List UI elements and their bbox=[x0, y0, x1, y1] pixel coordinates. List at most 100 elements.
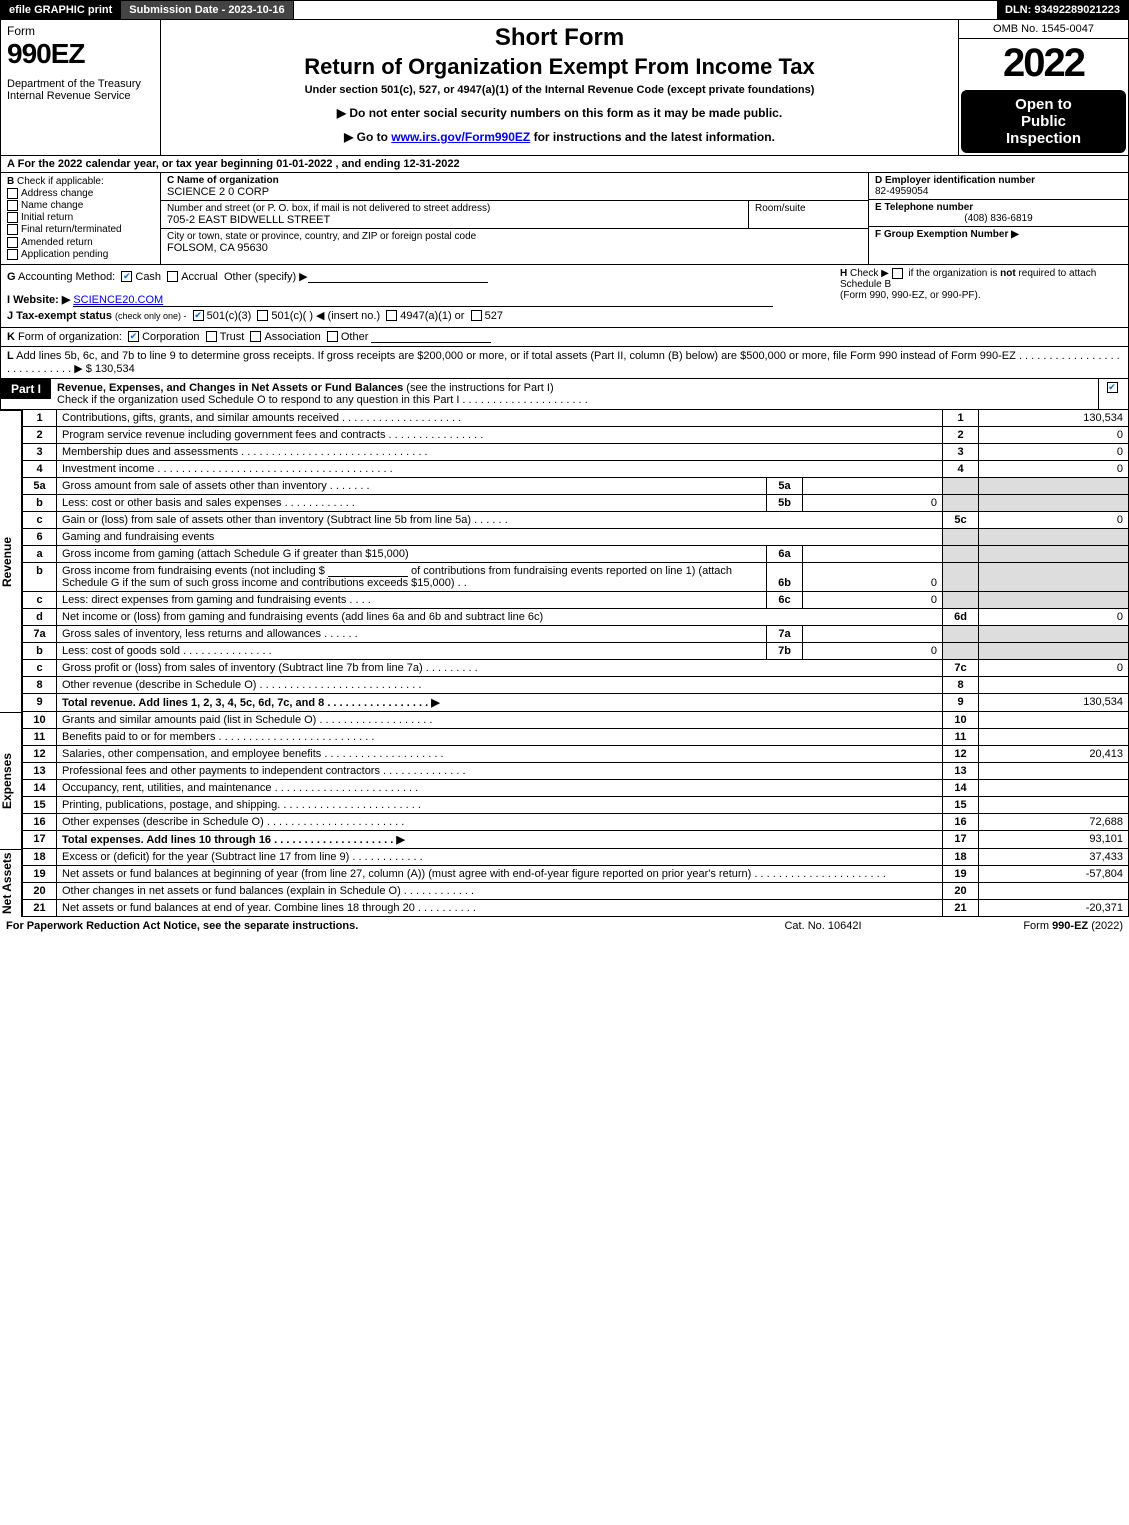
l19-amt: -57,804 bbox=[979, 865, 1129, 882]
cb-application-pending-label: Application pending bbox=[21, 249, 108, 260]
l5b-rshade bbox=[943, 494, 979, 511]
line-11: 11Benefits paid to or for members . . . … bbox=[23, 728, 1129, 745]
line-j: J Tax-exempt status (check only one) - 5… bbox=[7, 309, 832, 322]
inst-pre: ▶ Go to bbox=[344, 130, 391, 144]
cb-corp[interactable] bbox=[128, 331, 139, 342]
cb-amended-return[interactable]: Amended return bbox=[7, 237, 154, 248]
l15-num: 15 bbox=[23, 796, 57, 813]
j-sub: (check only one) - bbox=[115, 311, 187, 321]
h-text4: (Form 990, 990-EZ, or 990-PF). bbox=[840, 290, 981, 301]
cb-application-pending[interactable]: Application pending bbox=[7, 249, 154, 260]
l1-num: 1 bbox=[23, 410, 57, 427]
irs-url-link[interactable]: www.irs.gov/Form990EZ bbox=[391, 130, 530, 144]
cb-501c3[interactable] bbox=[193, 310, 204, 321]
j-label: Tax-exempt status bbox=[13, 310, 112, 322]
cb-accrual[interactable] bbox=[167, 271, 178, 282]
j-o3: 4947(a)(1) or bbox=[400, 310, 464, 322]
l6b-num: b bbox=[23, 562, 57, 591]
cb-h[interactable] bbox=[892, 268, 903, 279]
cb-final-return[interactable]: Final return/terminated bbox=[7, 224, 154, 235]
l19-rnum: 19 bbox=[943, 865, 979, 882]
cb-name-change[interactable]: Name change bbox=[7, 200, 154, 211]
footer-paperwork: For Paperwork Reduction Act Notice, see … bbox=[6, 920, 723, 932]
footer-formref: Form 990-EZ (2022) bbox=[923, 920, 1123, 932]
street-address: 705-2 EAST BIDWELLL STREET bbox=[167, 214, 742, 226]
cb-assoc[interactable] bbox=[250, 331, 261, 342]
group-exemption-label: F Group Exemption Number ▶ bbox=[875, 229, 1019, 240]
l5b-desc: Less: cost or other basis and sales expe… bbox=[57, 494, 767, 511]
entity-block: B Check if applicable: Address change Na… bbox=[0, 173, 1129, 265]
line-5a: 5aGross amount from sale of assets other… bbox=[23, 477, 1129, 494]
row-a-tax-year: A For the 2022 calendar year, or tax yea… bbox=[0, 156, 1129, 173]
j-o2: 501(c)( ) ◀ (insert no.) bbox=[271, 310, 380, 322]
cb-4947[interactable] bbox=[386, 310, 397, 321]
cb-address-change[interactable]: Address change bbox=[7, 188, 154, 199]
l6b-blank[interactable] bbox=[328, 565, 408, 577]
cb-initial-return[interactable]: Initial return bbox=[7, 212, 154, 223]
l21-num: 21 bbox=[23, 899, 57, 916]
l6-num: 6 bbox=[23, 528, 57, 545]
l5c-amt: 0 bbox=[979, 511, 1129, 528]
omb-number: OMB No. 1545-0047 bbox=[959, 20, 1128, 39]
cb-cash[interactable] bbox=[121, 271, 132, 282]
efile-print-button[interactable]: efile GRAPHIC print bbox=[1, 1, 121, 19]
l14-amt bbox=[979, 779, 1129, 796]
box-d-e-f: D Employer identification number 82-4959… bbox=[868, 173, 1128, 264]
line-7b: bLess: cost of goods sold . . . . . . . … bbox=[23, 642, 1129, 659]
h-text2: if the organization is bbox=[906, 268, 1001, 279]
revenue-side-label: Revenue bbox=[0, 410, 22, 712]
letter-g: G bbox=[7, 271, 16, 283]
l6d-desc: Net income or (loss) from gaming and fun… bbox=[57, 608, 943, 625]
line-16: 16Other expenses (describe in Schedule O… bbox=[23, 813, 1129, 830]
cb-other-org[interactable] bbox=[327, 331, 338, 342]
website-link[interactable]: SCIENCE20.COM bbox=[73, 294, 773, 307]
cb-final-return-label: Final return/terminated bbox=[21, 225, 122, 236]
k-o3: Association bbox=[264, 331, 320, 343]
l3-num: 3 bbox=[23, 443, 57, 460]
l20-num: 20 bbox=[23, 882, 57, 899]
l3-amt: 0 bbox=[979, 443, 1129, 460]
room-label: Room/suite bbox=[755, 203, 806, 214]
l6-ashade bbox=[979, 528, 1129, 545]
g-other-blank[interactable] bbox=[308, 271, 488, 283]
cb-501c[interactable] bbox=[257, 310, 268, 321]
expenses-side-label: Expenses bbox=[0, 712, 22, 849]
line-8: 8Other revenue (describe in Schedule O) … bbox=[23, 676, 1129, 693]
g-cash: Cash bbox=[135, 271, 161, 283]
l6a-ml: 6a bbox=[767, 545, 803, 562]
h-not: not bbox=[1000, 268, 1016, 279]
org-name: SCIENCE 2 0 CORP bbox=[167, 186, 862, 198]
l5a-ashade bbox=[979, 477, 1129, 494]
l8-amt bbox=[979, 676, 1129, 693]
tel-label: E Telephone number bbox=[875, 202, 973, 213]
expenses-section: Expenses 10Grants and similar amounts pa… bbox=[0, 712, 1129, 849]
line-21: 21Net assets or fund balances at end of … bbox=[23, 899, 1129, 916]
l7c-amt: 0 bbox=[979, 659, 1129, 676]
l6a-rshade bbox=[943, 545, 979, 562]
cb-527[interactable] bbox=[471, 310, 482, 321]
g-other: Other (specify) ▶ bbox=[224, 271, 308, 283]
l2-amt: 0 bbox=[979, 426, 1129, 443]
row-g-h: G Accounting Method: Cash Accrual Other … bbox=[0, 265, 1129, 328]
box-c: C Name of organization SCIENCE 2 0 CORP … bbox=[161, 173, 868, 264]
l6c-ashade bbox=[979, 591, 1129, 608]
line-5c: cGain or (loss) from sale of assets othe… bbox=[23, 511, 1129, 528]
letter-l: L bbox=[7, 350, 14, 362]
l5a-desc: Gross amount from sale of assets other t… bbox=[57, 477, 767, 494]
l6a-mv bbox=[803, 545, 943, 562]
k-other-blank[interactable] bbox=[371, 331, 491, 343]
l21-amt: -20,371 bbox=[979, 899, 1129, 916]
l3-rnum: 3 bbox=[943, 443, 979, 460]
line-14: 14Occupancy, rent, utilities, and mainte… bbox=[23, 779, 1129, 796]
form-header: Form 990EZ Department of the Treasury In… bbox=[0, 20, 1129, 156]
l5c-rnum: 5c bbox=[943, 511, 979, 528]
l3-desc: Membership dues and assessments . . . . … bbox=[57, 443, 943, 460]
l21-rnum: 21 bbox=[943, 899, 979, 916]
line-12: 12Salaries, other compensation, and empl… bbox=[23, 745, 1129, 762]
l6c-num: c bbox=[23, 591, 57, 608]
l7a-mv bbox=[803, 625, 943, 642]
inst-post: for instructions and the latest informat… bbox=[530, 130, 775, 144]
part1-check-o[interactable] bbox=[1098, 379, 1128, 409]
cb-trust[interactable] bbox=[206, 331, 217, 342]
open-line2: Public bbox=[963, 113, 1124, 130]
